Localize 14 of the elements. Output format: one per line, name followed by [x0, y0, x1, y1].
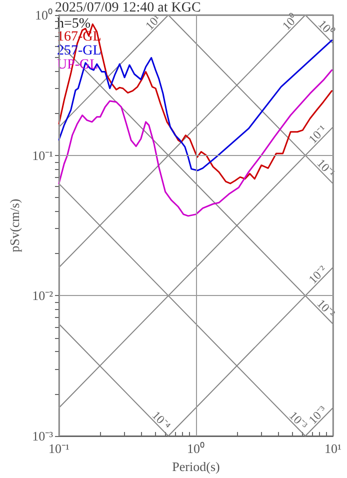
y-tick-label: 10⁻¹	[32, 148, 54, 163]
annotation: 10⁻³	[286, 408, 311, 432]
annotation: 10⁻²	[314, 296, 338, 321]
x-tick-label: 10⁻¹	[48, 441, 70, 456]
x-tick-label: 10⁰	[187, 441, 205, 456]
y-tick-label: 10⁰	[35, 8, 53, 22]
annotation: 10⁻¹	[306, 122, 330, 146]
y-axis-title: pSv(cm/s)	[7, 198, 22, 252]
y-tick-label: 10⁻²	[32, 288, 54, 304]
x-tick-label: 10¹	[324, 441, 342, 456]
annotation: 10⁻⁴	[149, 408, 174, 432]
y-tick-label: 10⁻³	[32, 428, 54, 444]
annotation: 10⁻²	[306, 262, 330, 286]
x-axis-title: Period(s)	[172, 458, 220, 474]
